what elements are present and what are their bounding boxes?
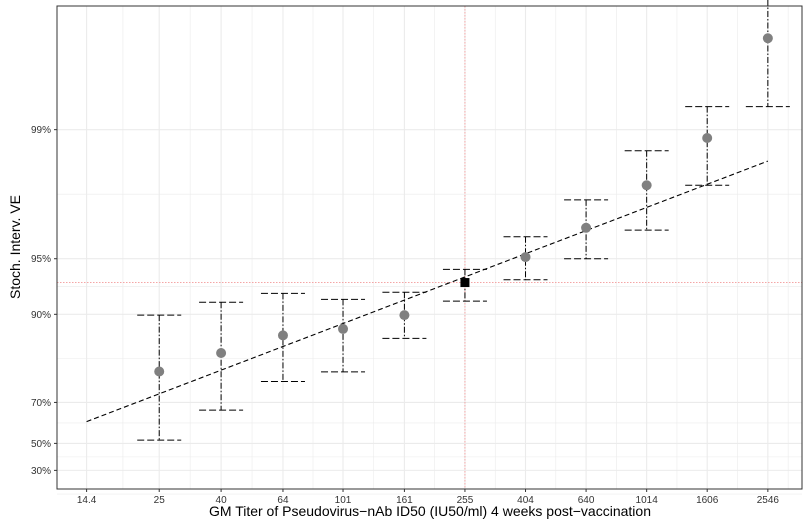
y-axis-ticks: 30% 50% 70% 90% 95% 99% [31,125,57,477]
x-tick-label: 1014 [636,495,659,506]
data-point [338,323,349,334]
data-point [762,33,773,44]
panel-border [56,5,803,490]
x-axis-ticks: 14.4 25 40 64 101 161 255 404 640 1014 1606 2546 [77,489,780,506]
x-tick-label: 40 [216,495,228,506]
grid-minor [57,6,802,495]
reference-lines [57,6,802,489]
x-tick-label: 2546 [757,495,780,506]
x-tick-label: 1606 [696,495,719,506]
x-tick-label: 64 [277,495,289,506]
data-point [277,330,288,341]
x-tick-label: 101 [335,495,352,506]
y-tick-label: 70% [31,398,51,409]
y-axis-title: Stoch. Interv. VE [7,195,23,299]
data-point [520,252,531,263]
y-tick-label: 50% [31,439,51,450]
error-bars [137,0,790,441]
x-tick-label: 25 [154,495,166,506]
data-point [154,366,165,377]
plot-panel [57,6,802,489]
y-tick-label: 30% [31,466,51,477]
x-axis-title: GM Titer of Pseudovirus−nAb ID50 (IU50/m… [209,503,651,519]
reference-point [460,278,470,288]
x-tick-label: 404 [517,495,534,506]
data-point [641,180,652,191]
data-point [216,348,227,359]
y-tick-label: 99% [31,125,51,136]
x-tick-label: 161 [396,495,413,506]
data-point [399,310,410,321]
data-point [702,133,713,144]
trend-line [86,160,769,423]
y-tick-label: 90% [31,310,51,321]
y-tick-label: 95% [31,254,51,265]
data-points [154,33,773,377]
x-tick-label: 640 [578,495,595,506]
data-point [581,222,592,233]
x-tick-label: 14.4 [77,495,97,506]
x-tick-label: 255 [457,495,474,506]
trend-line-group [86,160,769,423]
